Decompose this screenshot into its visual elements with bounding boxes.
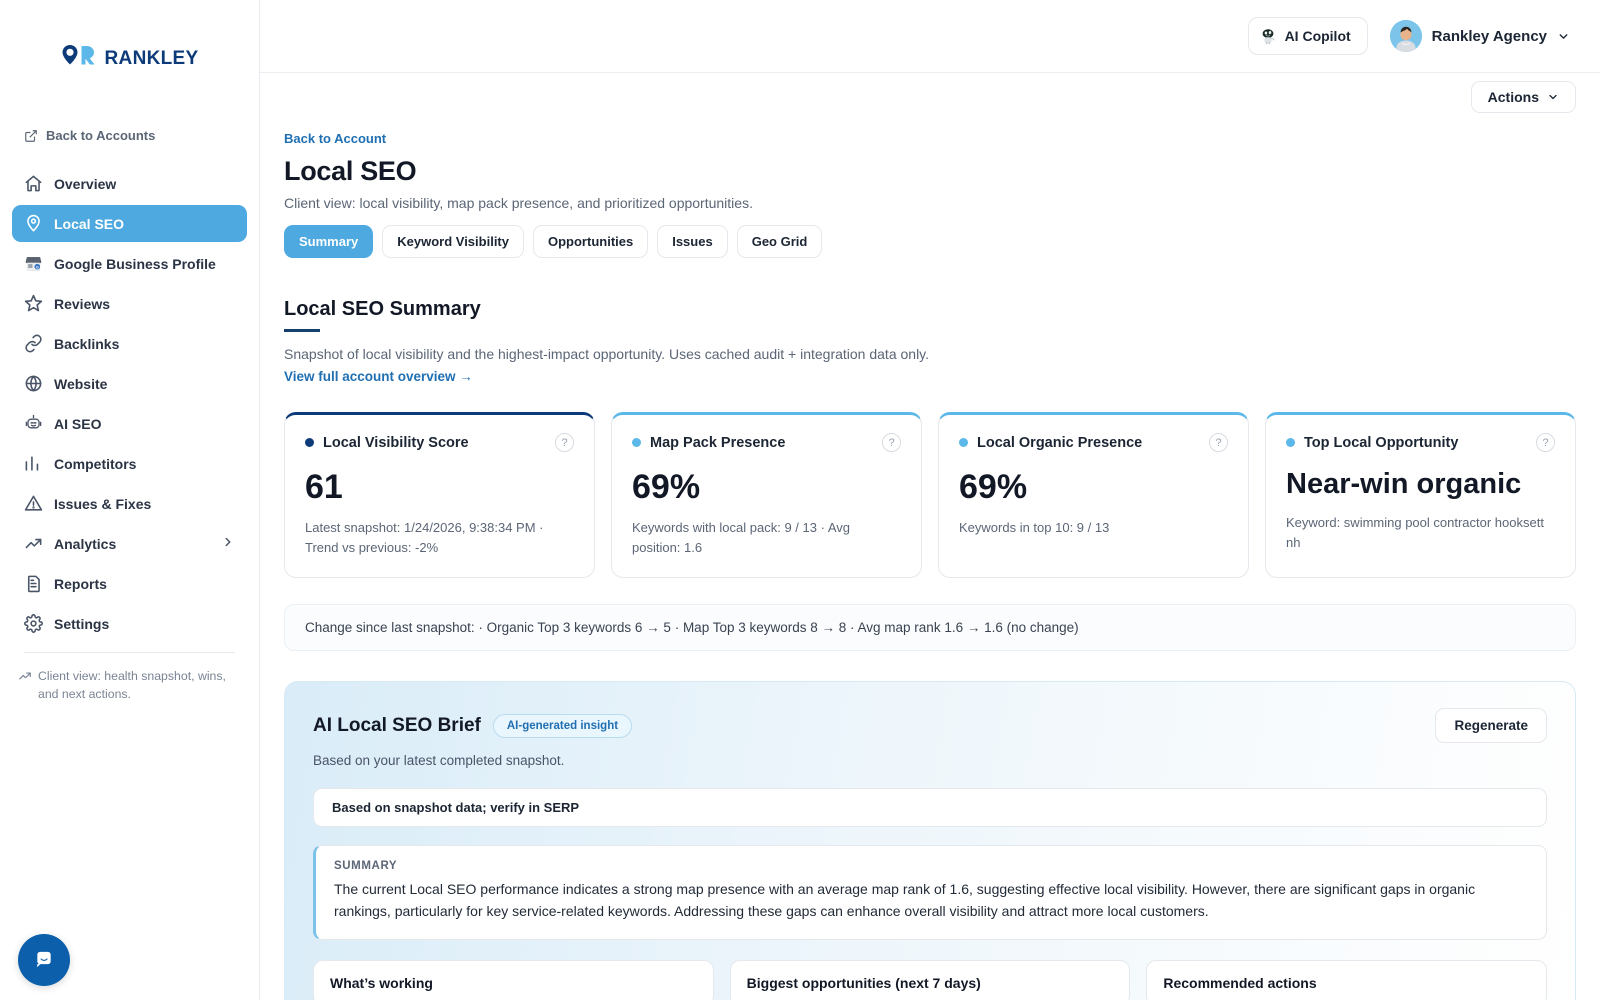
- svg-text:G: G: [36, 265, 39, 269]
